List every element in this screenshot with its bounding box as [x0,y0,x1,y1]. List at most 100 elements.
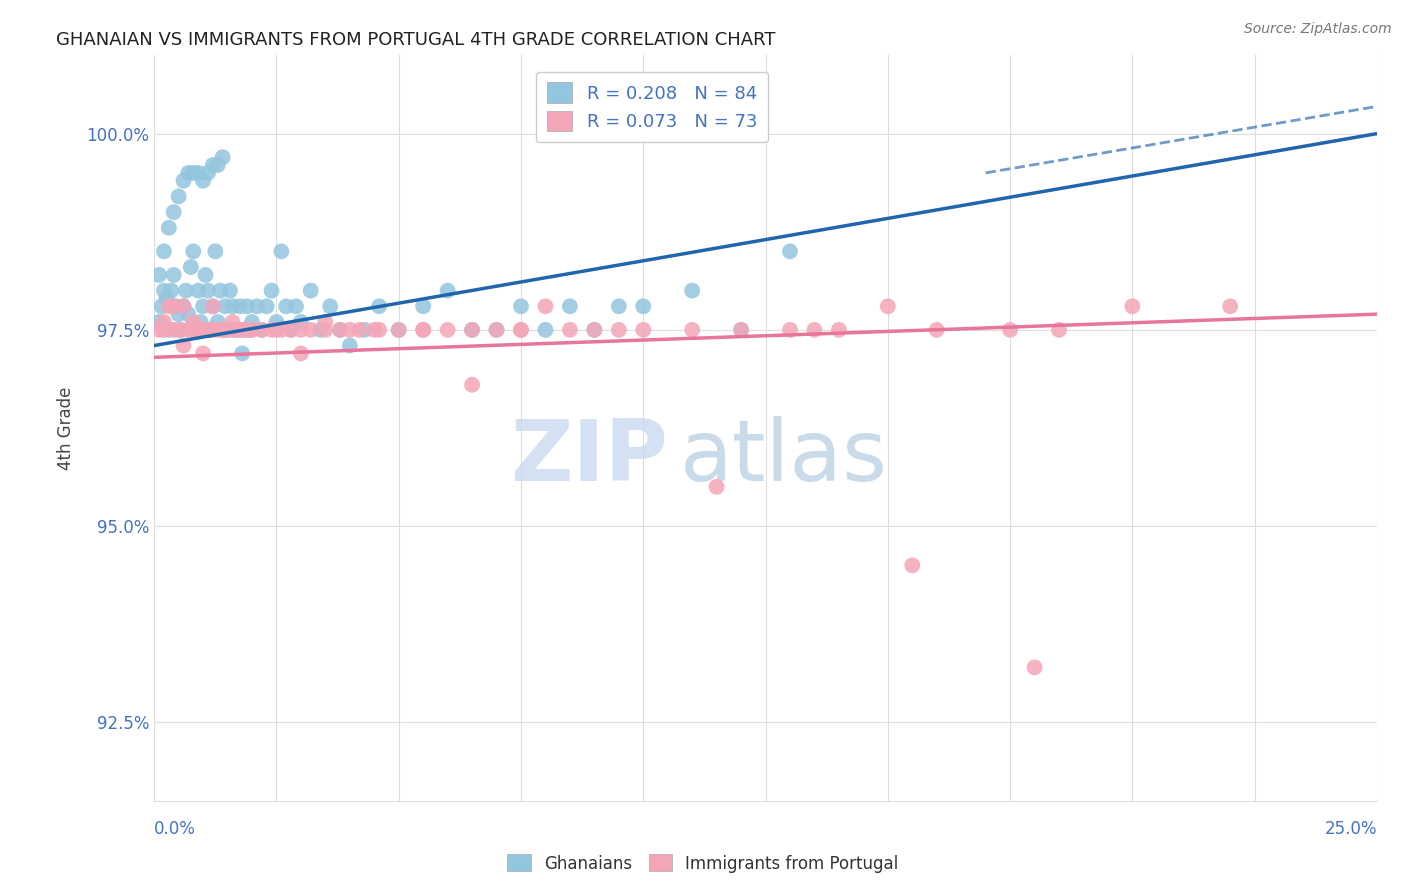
Point [197,284,219,298]
Point [363,323,385,337]
Point [165,299,187,313]
Point [163,323,186,337]
Point [240,315,263,329]
Point [270,244,292,259]
Point [240,323,263,337]
Point [173,299,195,313]
Point [181,244,204,259]
Legend: R = 0.208   N = 84, R = 0.073   N = 73: R = 0.208 N = 84, R = 0.073 N = 73 [536,71,768,142]
Point [998,323,1021,337]
Point [155,292,177,306]
Point [270,323,292,337]
Point [197,323,219,337]
Point [260,284,283,298]
Point [510,323,533,337]
Point [240,323,263,337]
Point [1219,299,1241,313]
Point [285,299,308,313]
Point [901,558,924,573]
Point [280,323,302,337]
Point [534,323,557,337]
Point [607,299,630,313]
Point [339,338,361,352]
Point [290,346,312,360]
Point [558,299,581,313]
Point [681,284,703,298]
Point [290,323,312,337]
Point [779,323,801,337]
Point [299,284,322,298]
Point [153,315,176,329]
Point [266,323,288,337]
Point [200,323,222,337]
Point [181,323,204,337]
Point [177,307,200,321]
Point [173,174,195,188]
Point [148,268,170,282]
Point [201,299,224,313]
Point [201,299,224,313]
Point [266,315,288,329]
Point [219,284,242,298]
Point [211,323,233,337]
Point [150,299,173,313]
Point [211,150,233,164]
Point [583,323,606,337]
Point [207,315,229,329]
Point [148,315,170,329]
Point [173,338,195,352]
Point [1024,660,1046,674]
Point [177,323,200,337]
Point [353,323,375,337]
Point [174,284,197,298]
Point [160,284,183,298]
Point [388,323,411,337]
Point [412,323,434,337]
Point [534,299,557,313]
Point [485,323,508,337]
Point [221,315,243,329]
Point [368,299,391,313]
Point [229,299,252,313]
Point [250,323,273,337]
Point [250,323,273,337]
Point [167,189,190,203]
Text: 0.0%: 0.0% [155,821,195,838]
Point [231,346,253,360]
Point [224,323,246,337]
Point [157,220,180,235]
Point [231,323,253,337]
Point [260,323,283,337]
Point [803,323,825,337]
Point [207,158,229,172]
Point [510,299,533,313]
Point [180,260,202,274]
Point [181,166,204,180]
Point [153,284,176,298]
Point [319,299,342,313]
Point [214,299,236,313]
Point [461,323,484,337]
Point [217,323,239,337]
Point [290,315,312,329]
Point [510,323,533,337]
Point [280,323,302,337]
Point [876,299,898,313]
Legend: Ghanaians, Immigrants from Portugal: Ghanaians, Immigrants from Portugal [501,847,905,880]
Point [461,323,484,337]
Point [190,315,212,329]
Point [163,205,186,219]
Point [779,244,801,259]
Point [204,244,226,259]
Point [177,166,200,180]
Point [583,323,606,337]
Point [194,268,217,282]
Point [236,299,259,313]
Point [191,346,214,360]
Point [925,323,948,337]
Point [163,299,186,313]
Point [231,323,253,337]
Text: GHANAIAN VS IMMIGRANTS FROM PORTUGAL 4TH GRADE CORRELATION CHART: GHANAIAN VS IMMIGRANTS FROM PORTUGAL 4TH… [56,31,776,49]
Point [153,323,176,337]
Point [207,323,229,337]
